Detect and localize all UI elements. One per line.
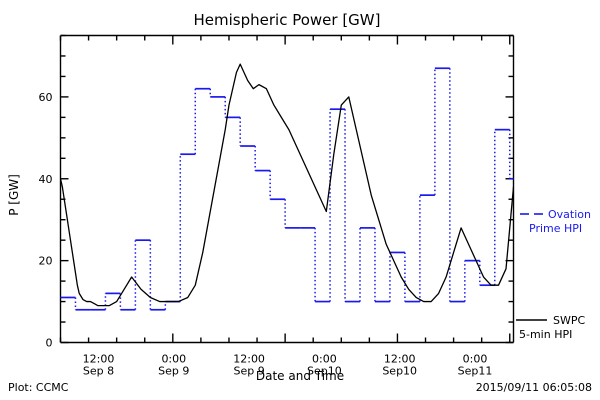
plot-source: Plot: CCMC [8,381,69,394]
series-swpc-5min-hpi [60,63,514,307]
x-axis-label: Date and Time [256,369,344,383]
x-tick-time: 12:00 [83,353,115,366]
x-tick-date: Sep 8 [83,365,114,378]
plot-timestamp: 2015/09/11 06:05:08 [476,381,592,394]
chart-title: Hemispheric Power [GW] [194,11,381,29]
y-tick-label: 20 [39,255,53,268]
swpc-line [60,63,514,307]
x-tick-time: 12:00 [384,353,416,366]
plot-frame [59,34,515,344]
series-ovation-prime-hpi [60,67,514,311]
x-tick-date: Sep10 [382,365,417,378]
x-tick-time: 0:00 [161,353,186,366]
y-axis-ticks: 0 20 40 60 [39,34,514,350]
x-tick-time: 12:00 [233,353,265,366]
x-tick-date: Sep11 [458,365,493,378]
x-tick-date: Sep10 [307,365,342,378]
x-axis-ticks [59,35,511,343]
y-tick-label: 60 [39,91,53,104]
x-tick-time: 0:00 [312,353,337,366]
x-tick-date: Sep 9 [158,365,189,378]
legend-ovation-label-2: Prime HPI [529,222,582,235]
x-tick-time: 0:00 [463,353,488,366]
legend-ovation-label-1: Ovation [548,208,591,221]
y-axis-label: P [GW] [7,174,21,216]
y-tick-label: 40 [39,173,53,186]
x-tick-date: Sep 9 [233,365,264,378]
legend-ovation-prime: Ovation Prime HPI [520,208,591,235]
y-tick-label: 0 [46,337,53,350]
legend-swpc: SWPC 5-min HPI [516,314,585,341]
legend-swpc-label-1: SWPC [553,314,585,327]
legend-swpc-label-2: 5-min HPI [519,328,572,341]
